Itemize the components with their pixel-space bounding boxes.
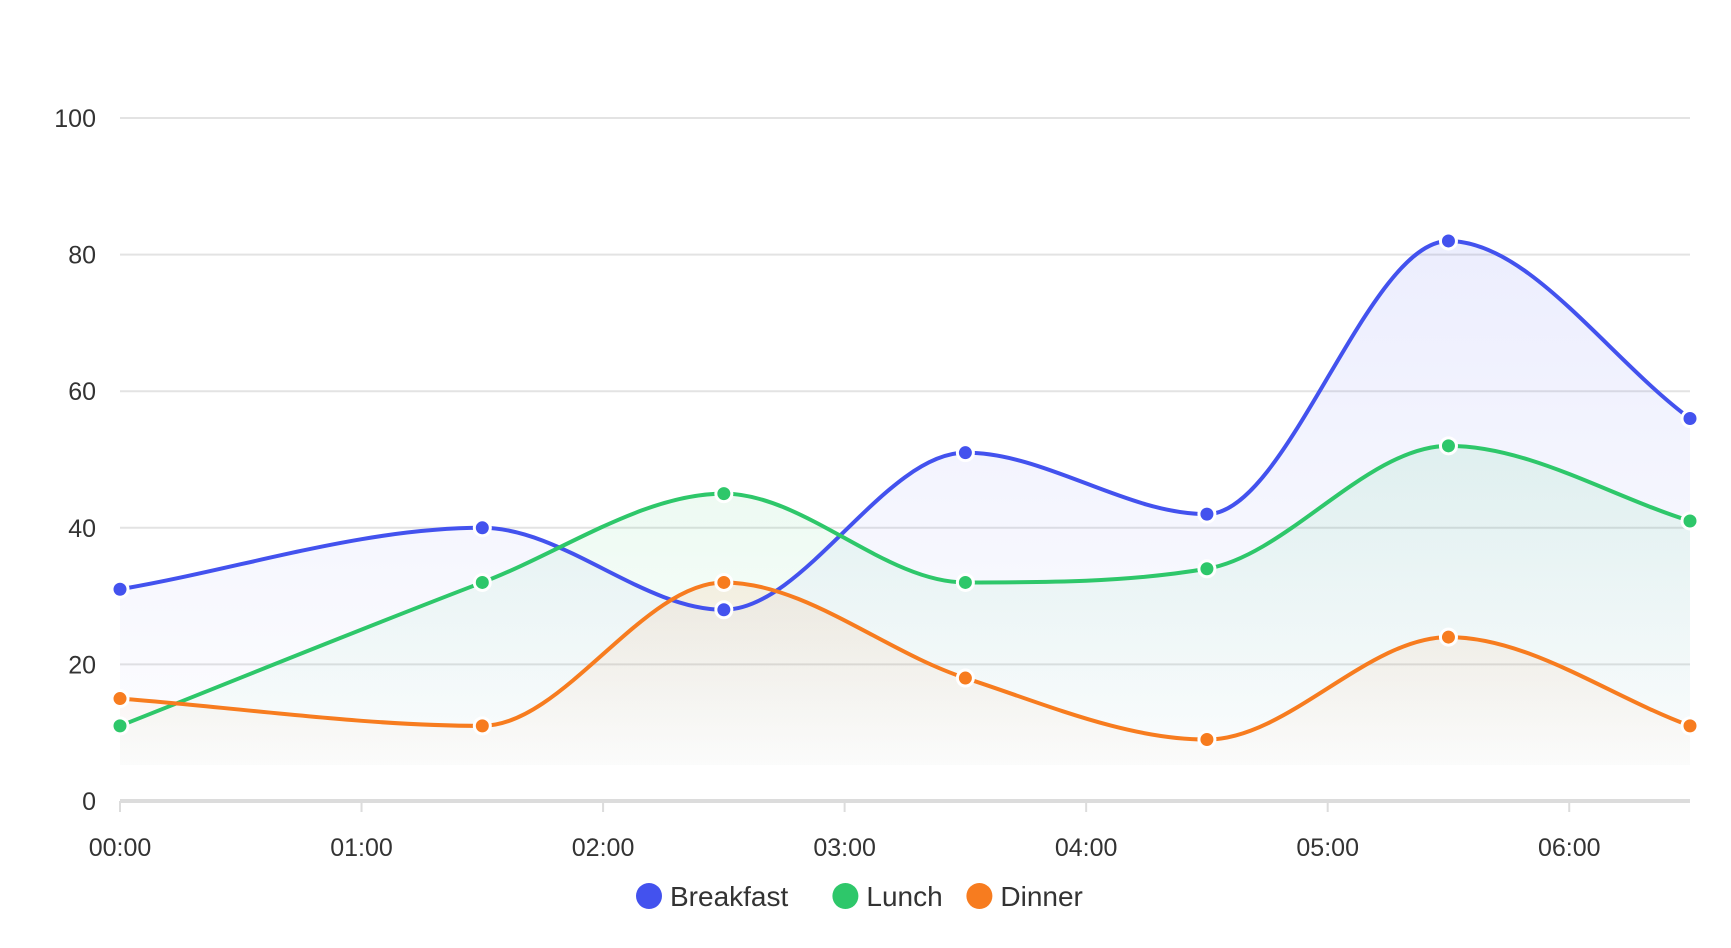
x-tick-label: 05:00 xyxy=(1296,834,1359,862)
x-tick-label: 00:00 xyxy=(89,834,152,862)
x-tick-label: 01:00 xyxy=(330,834,393,862)
point-dinner-05:30 xyxy=(1438,627,1458,647)
area-fills xyxy=(120,240,1690,765)
y-tick-label: 60 xyxy=(68,378,96,406)
point-breakfast-02:30 xyxy=(714,600,734,620)
point-breakfast-06:30 xyxy=(1680,409,1700,429)
point-dinner-02:30 xyxy=(714,572,734,592)
area-dinner xyxy=(120,582,1690,765)
legend-item-lunch: Lunch xyxy=(832,881,943,912)
point-lunch-02:30 xyxy=(714,484,734,504)
data-points xyxy=(110,231,1700,750)
legend-marker xyxy=(832,883,859,909)
legend-marker xyxy=(636,883,662,909)
point-breakfast-03:30 xyxy=(955,443,975,463)
x-tick-label: 06:00 xyxy=(1538,834,1601,862)
point-lunch-01:30 xyxy=(472,572,492,592)
y-tick-label: 0 xyxy=(82,788,96,816)
legend-label: Lunch xyxy=(866,881,942,912)
legend-marker xyxy=(966,883,993,909)
point-dinner-03:30 xyxy=(955,668,975,688)
point-lunch-04:30 xyxy=(1197,559,1217,579)
point-dinner-06:30 xyxy=(1680,716,1700,736)
point-breakfast-00:00 xyxy=(110,579,130,599)
legend-label: Breakfast xyxy=(670,881,788,912)
point-lunch-03:30 xyxy=(955,572,975,592)
x-tick-label: 03:00 xyxy=(813,834,876,862)
point-dinner-00:00 xyxy=(110,689,130,709)
legend: Breakfast Lunch Dinner xyxy=(636,881,1083,912)
legend-label: Dinner xyxy=(1000,881,1082,912)
point-breakfast-01:30 xyxy=(472,518,492,538)
x-axis: 00:00 01:00 02:00 03:00 04:00 05:00 06:00 xyxy=(89,799,1690,862)
point-lunch-05:30 xyxy=(1438,436,1458,456)
point-lunch-00:00 xyxy=(110,716,130,736)
y-axis: 0 20 40 60 80 100 xyxy=(54,105,96,816)
legend-item-dinner: Dinner xyxy=(966,881,1083,912)
y-tick-label: 80 xyxy=(68,242,96,270)
point-breakfast-05:30 xyxy=(1438,231,1458,251)
y-tick-label: 40 xyxy=(68,515,96,543)
legend-item-breakfast: Breakfast xyxy=(636,881,788,912)
point-dinner-04:30 xyxy=(1197,730,1217,750)
point-breakfast-04:30 xyxy=(1197,504,1217,524)
x-tick-label: 04:00 xyxy=(1055,834,1118,862)
y-tick-label: 20 xyxy=(68,651,96,679)
point-dinner-01:30 xyxy=(472,716,492,736)
x-tick-label: 02:00 xyxy=(572,834,635,862)
point-lunch-06:30 xyxy=(1680,511,1700,531)
y-tick-label: 100 xyxy=(54,105,96,133)
